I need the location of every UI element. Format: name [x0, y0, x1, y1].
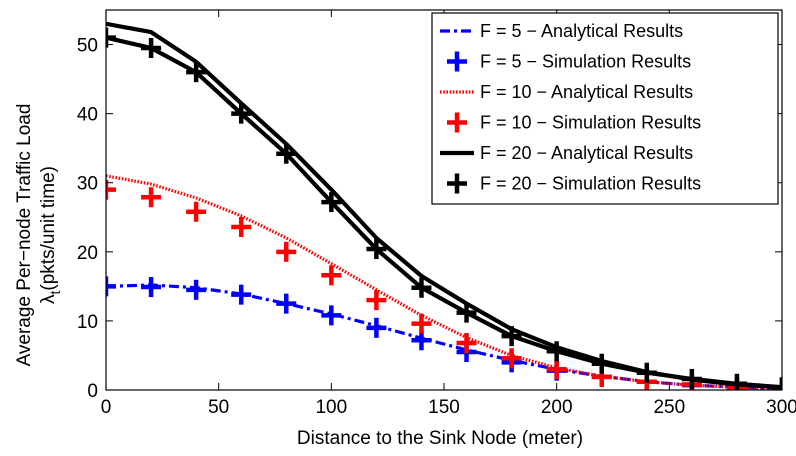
legend-label-2: F = 10 − Analytical Results [480, 82, 693, 102]
legend-box [431, 12, 779, 205]
legend-label-0: F = 5 − Analytical Results [480, 21, 683, 41]
series-3-point-8 [456, 333, 477, 354]
x-axis-label: Distance to the Sink Node (meter) [297, 428, 583, 449]
series-1-point-4 [276, 293, 297, 314]
legend-label-4: F = 20 − Analytical Results [480, 143, 693, 163]
y-axis-label-subscript: t [47, 290, 63, 294]
axis-ticks: 0 50 100 150 200 250 300 0 10 20 30 40 50 [77, 9, 796, 418]
x-tick-label-6: 300 [766, 397, 796, 418]
series-3-point-2 [186, 201, 207, 222]
y-tick-label-1: 10 [77, 312, 98, 333]
legend: F = 5 − Analytical Results F = 5 − Simula… [431, 12, 779, 205]
x-tick-label-1: 50 [208, 397, 229, 418]
x-tick-label-0: 0 [101, 397, 112, 418]
legend-label-3: F = 10 − Simulation Results [480, 113, 701, 133]
series-3-point-9 [501, 348, 522, 369]
series-3-point-1 [141, 187, 162, 208]
legend-marker-5 [447, 173, 467, 194]
series-3-point-10 [546, 359, 567, 380]
series-1-point-0 [106, 276, 116, 297]
series-3-point-0 [106, 179, 116, 200]
series-3-point-6 [366, 290, 387, 311]
y-tick-label-0: 0 [87, 381, 98, 402]
series-1-point-6 [366, 317, 387, 338]
x-tick-label-2: 100 [315, 397, 347, 418]
y-axis-label-symbol: λ [38, 294, 59, 304]
series-2-line [106, 174, 782, 390]
series-3-point-4 [276, 241, 297, 262]
y-axis-label-line1: Average Per−node Traffic Load [14, 104, 35, 367]
series-1-point-5 [321, 305, 342, 326]
x-tick-label-4: 200 [541, 397, 573, 418]
plot-area [106, 21, 782, 390]
series-1-point-3 [231, 284, 252, 305]
series-group [106, 21, 782, 390]
y-axis-label-rest: (pkts/unit time) [38, 166, 59, 291]
legend-marker-1 [447, 51, 467, 72]
y-tick-label-4: 40 [77, 105, 98, 126]
x-tick-label-5: 250 [653, 397, 685, 418]
y-tick-label-2: 20 [77, 243, 98, 264]
series-5-line [106, 35, 782, 390]
x-tick-label-3: 150 [428, 397, 460, 418]
series-3-point-7 [411, 313, 432, 334]
y-tick-label-3: 30 [77, 174, 98, 195]
y-axis-label: Average Per−node Traffic Load λt(pkts/un… [14, 104, 63, 367]
series-3-point-5 [321, 265, 342, 286]
legend-label-5: F = 20 − Simulation Results [480, 174, 701, 194]
series-3-point-3 [231, 216, 252, 237]
y-axis-label-line2: λt(pkts/unit time) [38, 166, 63, 304]
series-1-point-1 [141, 277, 162, 298]
series-1-point-2 [186, 279, 207, 300]
legend-label-1: F = 5 − Simulation Results [480, 52, 691, 72]
y-tick-label-5: 50 [77, 36, 98, 57]
legend-marker-3 [447, 112, 467, 133]
